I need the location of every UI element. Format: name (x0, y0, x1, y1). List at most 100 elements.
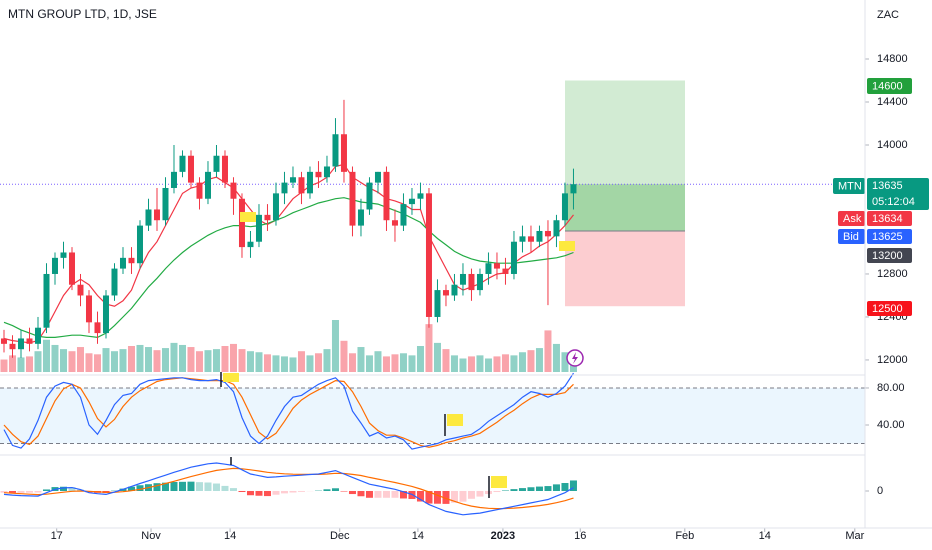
candle-body (357, 209, 364, 226)
macd-histogram-bar (34, 490, 42, 493)
macd-histogram-bar (229, 488, 237, 491)
target-zone (565, 80, 685, 231)
volume-bar (255, 352, 263, 372)
macd-histogram-bar (59, 486, 67, 491)
ask-price-label-box (867, 211, 912, 226)
volume-bar (153, 350, 161, 372)
macd-histogram-bar (331, 488, 339, 491)
macd-histogram-bar (68, 487, 76, 491)
macd-histogram-bar (170, 481, 178, 491)
symbol-label: MTN (838, 180, 862, 192)
volume-bar (221, 346, 229, 372)
chart-title: MTN GROUP LTD, 1D, JSE (8, 7, 157, 21)
candle-body (476, 273, 483, 291)
entry-price-label-box (867, 248, 912, 263)
candle-body (60, 252, 67, 258)
candle-body (527, 236, 534, 242)
candle-body (332, 134, 339, 167)
candle-body (306, 171, 313, 194)
open-profit-zone (565, 184, 685, 231)
macd-histogram-bar (416, 490, 424, 502)
macd-histogram-bar (348, 490, 356, 495)
macd-histogram-bar (510, 489, 518, 491)
volume-bar (501, 354, 509, 372)
x-tick-label: Mar (845, 530, 864, 542)
volume-bar (314, 353, 322, 372)
volume-bar (382, 356, 390, 372)
x-tick-label: Dec (330, 530, 350, 542)
macd-histogram-bar (501, 490, 509, 491)
macd-histogram-bar (323, 489, 331, 491)
volume-bar (374, 351, 382, 372)
macd-histogram-bar (238, 490, 246, 493)
x-tick-label: 14 (224, 530, 236, 542)
volume-bar (8, 355, 16, 372)
candle-body (468, 273, 475, 291)
candle-body (264, 214, 271, 221)
stochastic-band (0, 387, 865, 444)
y-tick-label: 14400 (877, 96, 908, 108)
macd-histogram-bar (25, 490, 33, 493)
volume-bar (433, 342, 441, 372)
candle-body (561, 193, 568, 221)
candle-body (85, 295, 92, 323)
macd-histogram-bar (382, 490, 390, 498)
ask-label-box (838, 211, 865, 226)
macd-histogram-bar (476, 490, 484, 497)
macd-histogram-bar (433, 490, 441, 504)
macd-histogram-bar (76, 489, 84, 491)
candle-body (391, 220, 398, 226)
flag (447, 414, 463, 426)
volume-bar (408, 355, 416, 372)
macd-histogram-bar (374, 490, 382, 498)
ask-price-label: 13634 (872, 213, 903, 225)
candle-body (230, 182, 237, 199)
candle-body (374, 171, 381, 183)
macd-histogram-bar (297, 490, 305, 492)
last-price-label-box (867, 178, 929, 210)
stop-price-label: 12500 (872, 303, 903, 315)
volume-bar (476, 355, 484, 372)
bid-label: Bid (843, 231, 859, 243)
main-layer (0, 99, 577, 516)
volume-bar (510, 355, 518, 372)
y-tick-label: 40.00 (877, 419, 905, 431)
macd-histogram-bar (246, 490, 254, 496)
volume-bar (42, 339, 50, 372)
volume-bar (187, 347, 195, 372)
macd-histogram-bar (569, 480, 577, 491)
candle-body (570, 184, 577, 194)
volume-bar (25, 356, 33, 372)
macd-histogram-bar (212, 483, 220, 491)
candle-body (68, 252, 75, 285)
candle-body (196, 182, 203, 199)
volume-bar (246, 351, 254, 372)
macd-histogram-bar (450, 490, 458, 503)
macd-histogram-bar (399, 490, 407, 499)
macd-histogram-bar (425, 490, 433, 504)
y-tick-label: 14000 (877, 139, 908, 151)
volume-bar (535, 348, 543, 372)
lightning-icon (566, 349, 584, 367)
x-tick-label: Feb (675, 530, 694, 542)
candle-body (128, 257, 135, 264)
volume-bar (467, 356, 475, 372)
macd-histogram-bar (263, 490, 271, 497)
currency-label: ZAC (877, 9, 899, 21)
candle-body (119, 257, 126, 269)
volume-bar (484, 358, 492, 372)
last-price-label: 13635 (872, 180, 903, 192)
volume-bar (68, 351, 76, 372)
candle-body (0, 338, 7, 344)
volume-bar (59, 349, 67, 372)
x-tick-label: 2023 (491, 530, 515, 542)
y-tick-label: 14800 (877, 53, 908, 65)
macd-histogram-bar (442, 490, 450, 504)
candle-body (111, 268, 118, 296)
candle-body (26, 338, 33, 344)
volume-bar (170, 342, 178, 372)
volume-bar (144, 347, 152, 372)
macd-histogram-bar (535, 486, 543, 491)
flag (559, 241, 575, 251)
